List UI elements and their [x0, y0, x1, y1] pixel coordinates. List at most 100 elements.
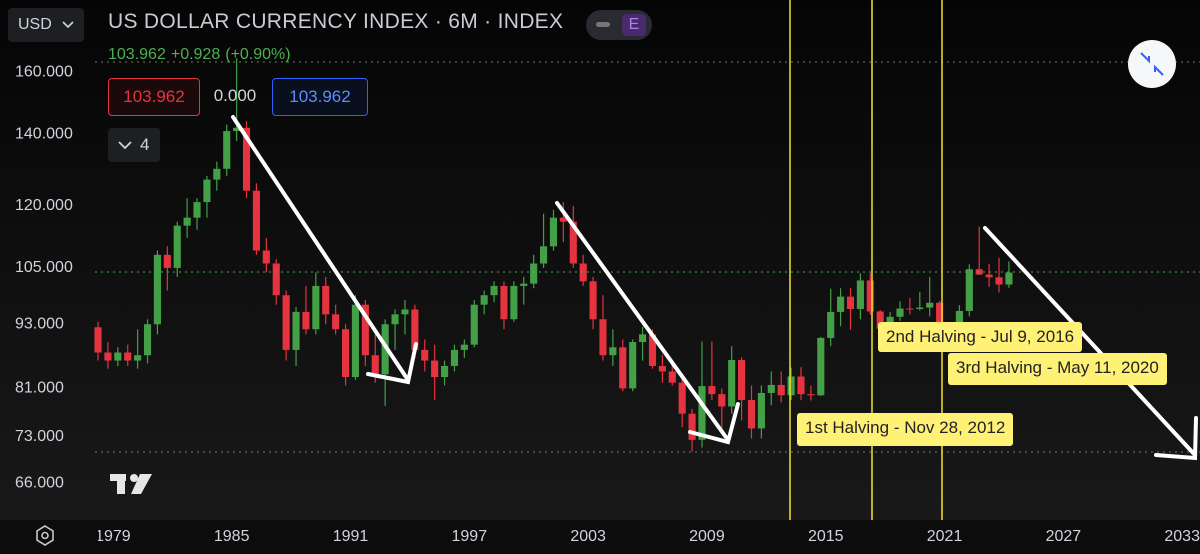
candle-body: [579, 263, 587, 282]
candle-body: [134, 355, 142, 361]
candle-body: [322, 285, 330, 315]
candle-body: [490, 285, 498, 296]
candle-body: [648, 334, 657, 366]
candle-body: [203, 179, 211, 203]
buy-box[interactable]: 103.962: [272, 78, 368, 116]
candle-body: [252, 190, 260, 251]
x-tick-label: 1991: [333, 528, 369, 545]
candle-body: [619, 347, 627, 389]
y-tick-label: 140.000: [15, 126, 73, 143]
candle-body: [411, 309, 419, 350]
candle-body: [955, 310, 963, 328]
candle-body: [639, 334, 647, 343]
candle-body: [341, 329, 350, 378]
x-tick-label: 1997: [452, 528, 488, 545]
x-tick-label: 2033: [1164, 528, 1200, 545]
candle-body: [262, 250, 270, 264]
candle-body: [193, 202, 201, 218]
x-tick-label: 1985: [214, 528, 250, 545]
candle-body: [698, 386, 706, 440]
settings-icon[interactable]: [36, 525, 54, 546]
candle-body: [480, 295, 488, 305]
candle-body: [431, 360, 439, 378]
indicator-toggle[interactable]: 4: [108, 128, 160, 162]
candle-body: [916, 307, 924, 310]
candle-body: [767, 384, 775, 393]
candle-body: [153, 254, 161, 325]
change-percent: (+0.90%): [225, 46, 291, 63]
annotation: 2nd Halving - Jul 9, 2016: [878, 322, 1083, 352]
candle-body: [361, 304, 369, 356]
y-tick-label: 81.000: [15, 380, 64, 397]
candle-body: [332, 314, 340, 330]
candle-body: [1005, 272, 1013, 285]
candle-body: [223, 131, 231, 169]
candle-body: [846, 296, 855, 310]
currency-select[interactable]: USD: [8, 8, 84, 42]
candle-body: [926, 302, 934, 308]
candle-body: [401, 309, 409, 315]
quote: 103.962 +0.928 (+0.90%): [108, 46, 296, 64]
candle-body: [985, 274, 993, 278]
candle-body: [787, 376, 795, 396]
candle-body: [896, 308, 904, 317]
sell-box[interactable]: 103.962: [108, 78, 200, 116]
candle-body: [965, 269, 973, 311]
trend-arrows: [231, 115, 1198, 461]
axis-corner: [0, 520, 98, 554]
candle-body: [213, 168, 221, 180]
candle-body: [688, 413, 696, 440]
candle-body: [678, 382, 686, 414]
candle-body: [351, 304, 360, 378]
candle-body: [233, 127, 241, 132]
x-tick-label: 1979: [95, 528, 131, 545]
y-tick-label: 105.000: [15, 259, 73, 276]
candle-body: [421, 349, 429, 361]
x-tick-label: 2015: [808, 528, 844, 545]
x-tick-label: 2003: [570, 528, 606, 545]
candle-body: [173, 225, 181, 268]
candle-body: [827, 311, 835, 338]
drawings: [95, 0, 1200, 520]
candle-body: [807, 394, 815, 396]
candle-body: [183, 217, 191, 226]
candle-body: [440, 365, 449, 378]
toggle[interactable]: E: [586, 10, 652, 40]
candle-body: [242, 127, 251, 191]
candle-body: [540, 246, 548, 264]
candle-body: [500, 285, 508, 320]
earnings-badge: E: [622, 14, 646, 36]
candle-body: [658, 365, 666, 372]
candle-body: [777, 384, 785, 396]
candle-body: [747, 399, 756, 429]
candle-body: [569, 221, 577, 264]
y-tick-label: 93.000: [15, 315, 64, 332]
candle-body: [589, 281, 597, 320]
x-axis-band: [0, 520, 1200, 554]
candle-body: [609, 347, 617, 356]
candle-body: [371, 355, 379, 375]
candle-body: [391, 314, 399, 325]
candle-body: [312, 285, 320, 330]
candle-body: [718, 394, 726, 407]
x-tick-label: 2009: [689, 528, 725, 545]
candle-body: [738, 360, 746, 400]
annotation: 3rd Halving - May 11, 2020: [948, 353, 1167, 385]
chevron: [62, 21, 74, 29]
candle-body: [668, 371, 676, 383]
x-tick-label: 2027: [1046, 528, 1082, 545]
chevron: [118, 141, 132, 150]
candle-body: [837, 296, 845, 312]
candle-body: [995, 277, 1003, 285]
candle-body: [599, 319, 607, 356]
collapse-button[interactable]: [1128, 40, 1176, 88]
candle-body: [817, 337, 825, 396]
candle-body: [866, 280, 874, 312]
change: +0.928: [170, 46, 221, 63]
candle-body: [114, 352, 122, 361]
candle-body: [470, 304, 478, 345]
y-tick-label: 66.000: [15, 475, 64, 492]
candle-body: [163, 254, 171, 268]
